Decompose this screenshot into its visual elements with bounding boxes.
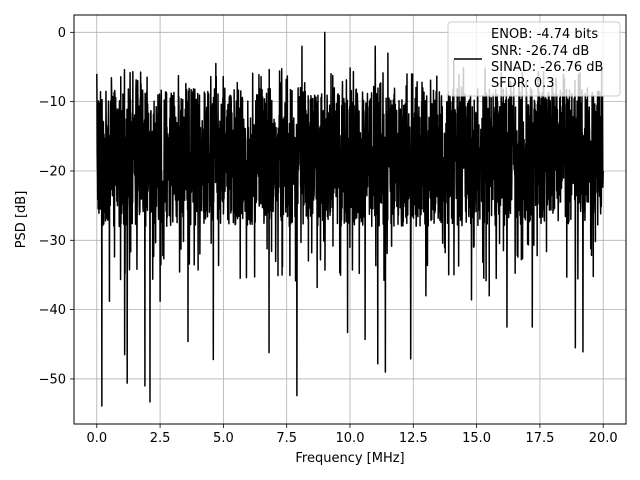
legend: ENOB: -4.74 bits SNR: -26.74 dB SINAD: -… xyxy=(447,21,621,97)
x-tick-label: 10.0 xyxy=(336,431,365,446)
y-axis-label: PSD [dB] xyxy=(14,191,29,249)
x-tick-label: 12.5 xyxy=(399,431,428,446)
x-tick-label: 5.0 xyxy=(213,431,234,446)
x-tick-label: 20.0 xyxy=(589,431,618,446)
y-tick-label: −20 xyxy=(39,164,66,179)
x-tick-label: 15.0 xyxy=(462,431,491,446)
x-axis-label: Frequency [MHz] xyxy=(295,451,404,466)
legend-sinad: SINAD: -26.76 dB xyxy=(491,60,603,75)
x-tick-label: 7.5 xyxy=(276,431,297,446)
legend-sfdr: SFDR: 0.3 xyxy=(491,76,555,91)
y-tick-label: −10 xyxy=(39,95,66,110)
legend-enob: ENOB: -4.74 bits xyxy=(491,27,598,42)
y-axis: 0 −10 −20 −30 −40 −50 xyxy=(39,26,74,387)
psd-series xyxy=(96,31,604,407)
legend-snr: SNR: -26.74 dB xyxy=(491,44,589,59)
y-tick-label: −30 xyxy=(39,234,66,249)
x-tick-label: 2.5 xyxy=(150,431,171,446)
x-axis: 0.0 2.5 5.0 7.5 10.0 12.5 15.0 17.5 20.0 xyxy=(86,424,618,446)
x-tick-label: 17.5 xyxy=(525,431,554,446)
psd-line xyxy=(96,31,604,407)
y-tick-label: 0 xyxy=(58,26,66,41)
x-tick-label: 0.0 xyxy=(86,431,107,446)
legend-box xyxy=(447,21,621,97)
y-tick-label: −50 xyxy=(39,372,66,387)
y-tick-label: −40 xyxy=(39,303,66,318)
